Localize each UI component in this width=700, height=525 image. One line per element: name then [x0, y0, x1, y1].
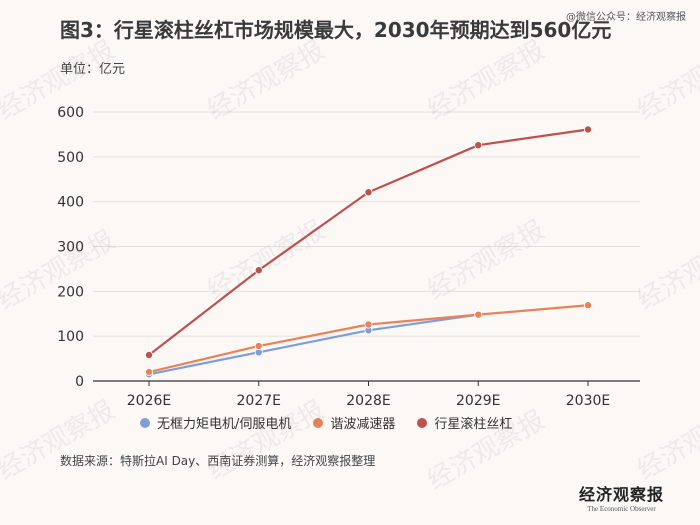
chart-title: 图3：行星滚柱丝杠市场规模最大，2030年预期达到560亿元: [60, 18, 612, 42]
data-point: [474, 141, 483, 150]
x-tick-label: 2029E: [456, 393, 500, 409]
logo-subtext: The Economic Observer: [587, 505, 656, 513]
y-tick-label: 600: [57, 105, 84, 121]
logo-text: 经济观察报: [578, 485, 664, 504]
data-point: [474, 310, 483, 319]
y-axis: 0 100 200 300 400 500 600: [57, 105, 84, 390]
legend-marker: [140, 417, 150, 428]
data-point: [364, 320, 373, 329]
legend-item: 行星滚柱丝杠: [417, 413, 512, 432]
wechat-account-label: @微信公众号：经济观察报: [566, 12, 686, 23]
data-point: [254, 342, 263, 351]
data-point: [584, 301, 593, 310]
series-1: [144, 310, 483, 379]
legend-marker: [313, 417, 324, 428]
x-tick-label: 2030E: [566, 393, 610, 409]
legend: 无框力矩电机/伺服电机 谐波减速器 行星滚柱丝杠: [140, 413, 640, 432]
y-tick-label: 100: [57, 329, 84, 345]
x-tick-label: 2027E: [237, 393, 281, 409]
series-3: [144, 125, 593, 359]
data-point: [144, 368, 153, 377]
unit-label: 单位：亿元: [60, 62, 126, 77]
data-point: [584, 125, 593, 134]
y-tick-label: 300: [57, 240, 84, 256]
series-group: [144, 125, 593, 379]
x-tick-label: 2028E: [346, 393, 390, 409]
y-tick-label: 500: [57, 150, 84, 166]
x-axis: 2026E 2027E 2028E 2029E 2030E: [93, 380, 640, 409]
data-point: [254, 266, 263, 275]
legend-label: 谐波减速器: [330, 417, 396, 432]
data-source: 数据来源：特斯拉AI Day、西南证券测算，经济观察报整理: [60, 454, 376, 468]
y-tick-label: 200: [57, 284, 84, 300]
y-tick-label: 400: [57, 195, 84, 211]
y-tick-label: 0: [75, 374, 84, 390]
grid-lines: [93, 111, 640, 337]
data-point: [364, 188, 373, 197]
series-line: [148, 313, 479, 376]
legend-label: 无框力矩电机/伺服电机: [157, 417, 292, 432]
x-tick-label: 2026E: [127, 393, 171, 409]
legend-label: 行星滚柱丝杠: [434, 417, 513, 432]
data-point: [144, 350, 153, 359]
legend-marker: [417, 417, 428, 428]
legend-item: 谐波减速器: [313, 413, 395, 432]
series-2: [144, 301, 593, 377]
legend-item: 无框力矩电机/伺服电机: [140, 413, 291, 432]
publisher-logo: 经济观察报 The Economic Observer: [579, 481, 664, 513]
